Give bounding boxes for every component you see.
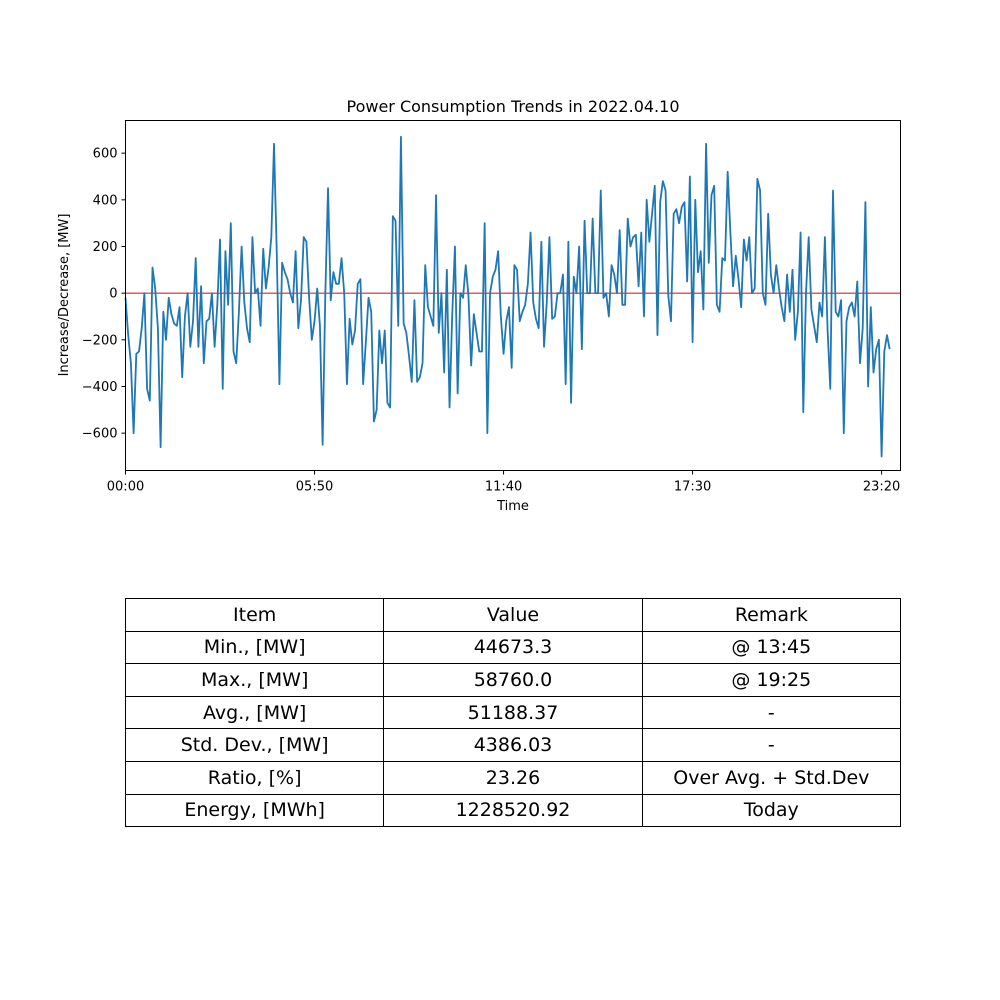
table-cell: Avg., [MW] [124,695,385,730]
x-axis: 00:00 05:50 11:40 17:30 23:20 [107,470,900,495]
table-cell: 51188.37 [383,695,643,730]
y-tick-label: −600 [82,427,118,442]
series-line [124,135,891,458]
y-tick-label: −400 [82,380,118,395]
table-cell: Over Avg. + Std.Dev [641,760,902,795]
table-cell: Ratio, [%] [124,760,385,795]
y-tick-label: −200 [82,333,118,348]
table-cell: 4386.03 [383,728,643,762]
table-row: Max., [MW] 58760.0 @ 19:25 [124,663,902,697]
table-row: Avg., [MW] 51188.37 - [124,695,902,730]
table-cell: @ 19:25 [641,663,902,697]
table-row: Ratio, [%] 23.26 Over Avg. + Std.Dev [124,760,902,795]
table-row: Std. Dev., [MW] 4386.03 - [124,728,902,762]
plot-frame [125,120,901,471]
x-tick-label: 05:50 [296,480,333,495]
table-cell: - [641,728,902,762]
chart-title: Power Consumption Trends in 2022.04.10 [346,97,679,116]
x-tick-label: 23:20 [863,480,900,495]
table-row: Energy, [MWh] 1228520.92 Today [124,793,902,828]
y-tick-label: 0 [109,287,117,302]
line-chart: Power Consumption Trends in 2022.04.10 0… [57,97,901,514]
y-axis-label: Increase/Decrease, [MW] [57,214,72,377]
table-cell: 1228520.92 [383,793,643,828]
table-cell: Std. Dev., [MW] [124,728,385,762]
y-tick-label: 200 [93,240,118,255]
y-axis: 600 400 200 0 −200 −400 −600 [82,147,126,442]
statistics-table: Item Value Remark Min., [MW] 44673.3 @ 1… [124,598,902,828]
table-cell: Max., [MW] [124,663,385,697]
x-tick-label: 17:30 [674,480,711,495]
x-tick-label: 00:00 [107,480,144,495]
table-cell: Energy, [MWh] [124,793,385,828]
x-axis-label: Time [496,499,529,514]
table-cell: Min., [MW] [124,630,385,665]
table-cell: - [641,695,902,730]
header-remark: Remark [641,598,902,632]
header-value: Value [383,598,643,632]
table-row: Min., [MW] 44673.3 @ 13:45 [124,630,902,665]
table-header-row: Item Value Remark [124,598,902,632]
y-tick-label: 600 [93,147,118,162]
table-cell: 44673.3 [383,630,643,665]
y-tick-label: 400 [93,193,118,208]
header-item: Item [124,598,385,632]
table-cell: @ 13:45 [641,630,902,665]
table-cell: 23.26 [383,760,643,795]
table-cell: Today [641,793,902,828]
table-cell: 58760.0 [383,663,643,697]
x-tick-label: 11:40 [485,480,522,495]
